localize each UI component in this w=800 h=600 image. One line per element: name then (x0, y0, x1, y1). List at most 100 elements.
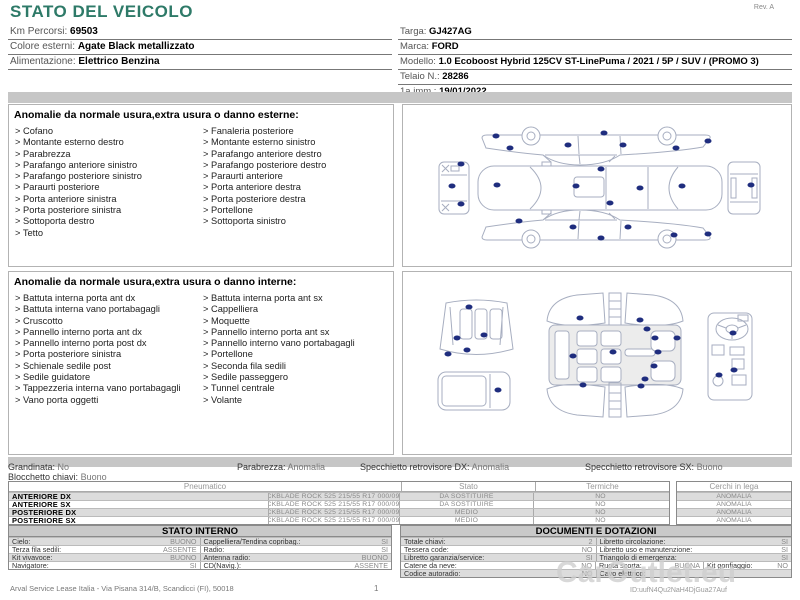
status-cell: Ruota scorta: BUONA (595, 562, 703, 569)
info-field-value: 69503 (70, 26, 98, 37)
status-value: BUONO (170, 554, 197, 561)
separator-band (8, 92, 792, 103)
anomaly-item: Tetto (15, 228, 203, 239)
tire-spec: ROCKBLADE ROCK 525 215/55 R17 000/098 W (269, 493, 400, 500)
damage-dot (506, 145, 514, 151)
tire-header-pneumatico: Pneumatico (183, 482, 227, 491)
damage-dot (480, 332, 488, 338)
status-label: Terza fila sedili: (12, 546, 62, 553)
anomaly-item: Vano porta oggetti (15, 395, 203, 406)
status-cell: Navigatore: SI (9, 562, 200, 569)
damage-dot (641, 376, 649, 382)
status-value: SI (781, 554, 788, 561)
info-field-label: Km Percorsi: (10, 26, 68, 37)
damage-dot (654, 349, 662, 355)
anomaly-item: Porta posteriore destra (203, 194, 391, 205)
damage-dot (730, 367, 738, 373)
tire-row: POSTERIORE DXROCKBLADE ROCK 525 215/55 R… (9, 508, 669, 516)
anomaly-item: Battuta interna vano portabagagli (15, 304, 203, 315)
interior-status-table: STATO INTERNO Cielo: BUONO Cappelliera/Ten… (8, 525, 392, 570)
status-row: Navigatore: SI CD(Navig.): ASSENTE (9, 561, 391, 569)
anomaly-item: Pannello interno porta ant sx (203, 327, 391, 338)
damage-dot (569, 353, 577, 359)
anomaly-item: Battuta interna porta ant dx (15, 293, 203, 304)
tire-condition: MEDIO (400, 517, 534, 524)
damage-dot (636, 317, 644, 323)
status-row: Libretto garanzia/service: SI Triangolo di… (401, 553, 791, 561)
status-value: NO (581, 570, 593, 577)
status-value: SI (781, 538, 788, 545)
info-field-label: Marca: (400, 41, 430, 52)
tire-position: ANTERIORE SX (9, 501, 269, 508)
status-value: BUONO (361, 554, 388, 561)
damage-dot (619, 142, 627, 148)
status-value: ASSENTE (162, 546, 197, 553)
status-cell: Cavo elettrico: (595, 570, 792, 577)
status-cell: Terza fila sedili: ASSENTE (9, 546, 200, 553)
status-label: Antenna radio: (203, 554, 251, 561)
status-label: Ruota scorta: (599, 562, 642, 569)
tire-spec: ROCKBLADE ROCK 525 215/55 R17 000/098 W (269, 509, 400, 516)
exterior-anomalies-col1: CofanoMontante esterno destroParabrezzaP… (15, 126, 203, 239)
tire-table-header: Pneumatico Stato Termiche (9, 482, 669, 492)
exterior-anomalies-title: Anomalie da normale usura,extra usura o … (14, 109, 299, 121)
anomaly-item: Volante (203, 395, 391, 406)
anomaly-item: Portellone (203, 349, 391, 360)
anomaly-item: Porta anteriore sinistra (15, 194, 203, 205)
info-field-value: GJ427AG (429, 26, 472, 37)
damage-dot (494, 387, 502, 393)
anomaly-item: Porta posteriore sinistra (15, 349, 203, 360)
damage-dot (651, 335, 659, 341)
info-field-label: Alimentazione: (10, 56, 76, 67)
anomaly-item: Cruscotto (15, 316, 203, 327)
info-field-label: Colore esterni: (10, 41, 76, 52)
info-field-value: Elettrico Benzina (78, 56, 160, 67)
summary-grandinata: Grandinata: No (8, 462, 70, 472)
anomaly-item: Sottoporta destro (15, 216, 203, 227)
tire-header-stato: Stato (401, 482, 535, 491)
alloy-wheel-status: ANOMALIA (677, 500, 791, 508)
footer-id-code: ID:uufN4Qu2NaH4DjGua27Auf (630, 587, 727, 594)
info-field: Modello: 1.0 Ecoboost Hybrid 125CV ST-Li… (398, 55, 792, 70)
damage-dot (576, 315, 584, 321)
anomaly-item: Fanaleria posteriore (203, 126, 391, 137)
alloy-wheels-header: Cerchi in lega (677, 482, 791, 492)
tire-row: ANTERIORE DXROCKBLADE ROCK 525 215/55 R1… (9, 492, 669, 500)
tire-winter: NO (595, 501, 606, 508)
status-label: Catene da neve: (404, 562, 457, 569)
anomaly-item: Porta anteriore destra (203, 182, 391, 193)
anomaly-item: Tunnel centrale (203, 383, 391, 394)
damage-dot (624, 224, 632, 230)
tire-winter: NO (595, 517, 606, 524)
status-value: SI (381, 546, 388, 553)
damage-dot (650, 363, 658, 369)
damage-dot (643, 326, 651, 332)
tire-winter: NO (595, 509, 606, 516)
anomaly-item: Parafango posteriore destro (203, 160, 391, 171)
footer-company: Arval Service Lease Italia - Via Pisana … (10, 584, 234, 593)
tire-condition: MEDIO (400, 509, 534, 516)
tire-position: ANTERIORE DX (9, 493, 269, 500)
info-field-value: 1.0 Ecoboost Hybrid 125CV ST-LinePuma / … (438, 56, 759, 67)
anomaly-item: Tappezzeria interna vano portabagagli (15, 383, 203, 394)
separator-band (8, 457, 792, 467)
status-label: Libretto circolazione: (599, 538, 666, 545)
interior-anomalies-panel: Anomalie da normale usura,extra usura o … (8, 271, 394, 455)
info-field: Marca: FORD (398, 40, 792, 55)
status-row: Kit vivavoce: BUONO Antenna radio: BUONO (9, 553, 391, 561)
damage-dot (463, 347, 471, 353)
documents-equipment-table: DOCUMENTI E DOTAZIONI Totale chiavi: 2 Lib… (400, 525, 792, 578)
status-label: Tessera code: (404, 546, 449, 553)
status-row: Cielo: BUONO Cappelliera/Tendina copribag.… (9, 537, 391, 545)
info-field-value: Agate Black metallizzato (77, 41, 195, 52)
footer-page-number: 1 (374, 584, 379, 593)
exterior-anomalies-col2: Fanaleria posterioreMontante esterno sin… (203, 126, 391, 239)
alloy-wheel-status: ANOMALIA (677, 492, 791, 500)
summary-specchietto-dx: Specchietto retrovisore DX: Anomalia (360, 462, 510, 472)
tire-position: POSTERIORE SX (9, 517, 269, 524)
damage-dot (704, 138, 712, 144)
info-field: Colore esterni: Agate Black metallizzato (8, 40, 392, 55)
damage-dot (448, 183, 456, 189)
tire-spec: ROCKBLADE ROCK 525 215/55 R17 000/098 W (269, 501, 400, 508)
